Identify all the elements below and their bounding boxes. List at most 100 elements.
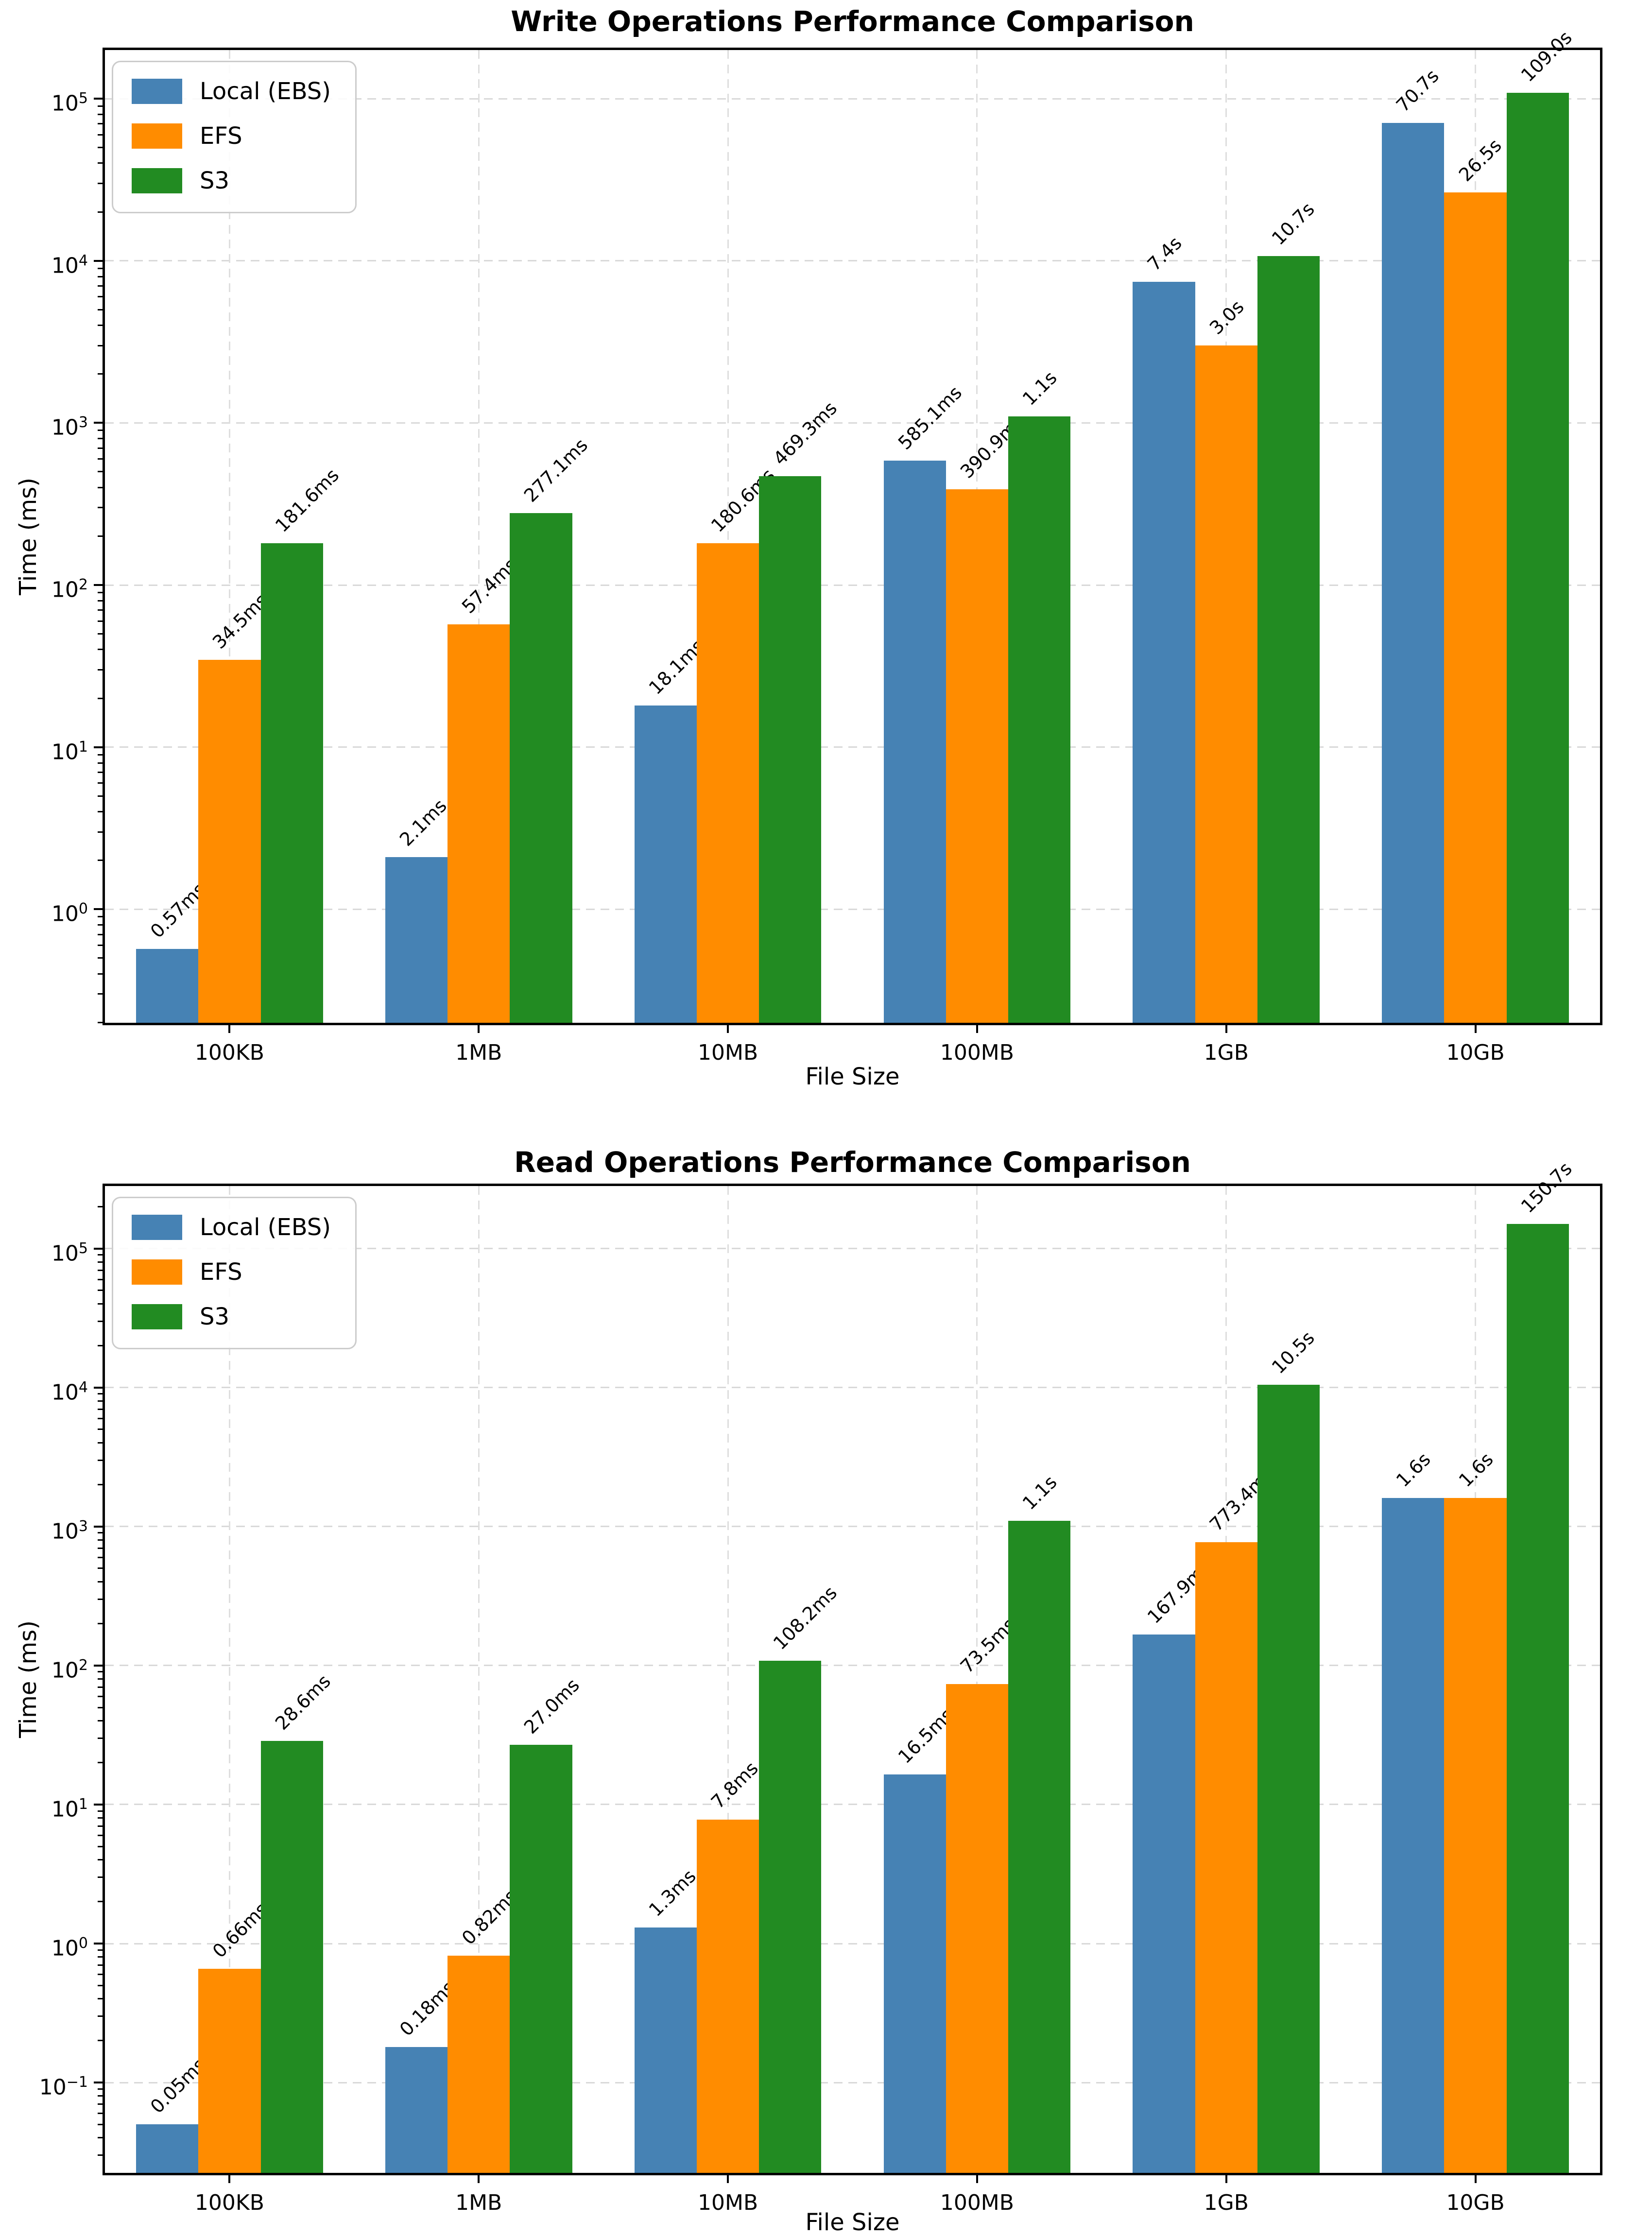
x-major-tick <box>976 1025 978 1033</box>
x-tick-label: 100MB <box>940 1040 1014 1065</box>
legend-item-efs: EFS <box>132 123 331 149</box>
legend-swatch-s3 <box>132 168 182 193</box>
y-minor-tick <box>98 1956 103 1958</box>
bar-local-ebs <box>883 461 946 1023</box>
legend-item-local-ebs: Local (EBS) <box>132 79 331 104</box>
y-minor-tick <box>98 2015 103 2017</box>
y-minor-tick <box>98 134 103 136</box>
bar-value-text: 10.7s <box>1267 198 1319 249</box>
y-minor-tick <box>98 1484 103 1486</box>
bar-value-text: 1.6s <box>1454 1448 1497 1492</box>
y-minor-tick <box>98 1345 103 1347</box>
legend-label: S3 <box>200 1303 230 1330</box>
y-minor-tick <box>98 771 103 773</box>
write-chart-title: Write Operations Performance Comparison <box>511 5 1194 38</box>
y-major-tick <box>94 1247 103 1250</box>
y-minor-tick <box>98 1547 103 1549</box>
y-minor-tick <box>98 2095 103 2097</box>
bar-local-ebs <box>136 948 199 1023</box>
bar-local-ebs <box>1133 1634 1195 2173</box>
y-minor-tick <box>98 1834 103 1836</box>
y-minor-tick <box>98 373 103 375</box>
bar-value-text: 27.0ms <box>520 1674 584 1738</box>
y-minor-tick <box>98 285 103 287</box>
y-minor-tick <box>98 1261 103 1263</box>
read-y-axis-label: Time (ms) <box>15 1620 42 1738</box>
y-gridline <box>105 1248 1600 1250</box>
legend: Local (EBS) EFS S3 <box>112 1197 357 1349</box>
legend-label: EFS <box>200 122 242 150</box>
x-major-tick <box>228 2175 231 2183</box>
bar-s3 <box>260 1741 323 2173</box>
y-minor-tick <box>98 1686 103 1688</box>
legend-item-s3: S3 <box>132 1304 331 1329</box>
legend-swatch-s3 <box>132 1304 182 1329</box>
y-minor-tick <box>98 267 103 269</box>
y-minor-tick <box>98 1876 103 1878</box>
bar-s3 <box>1506 92 1569 1023</box>
y-minor-tick <box>98 113 103 115</box>
x-gridline <box>976 1186 978 2173</box>
bar-efs <box>696 1819 759 2173</box>
y-minor-tick <box>98 633 103 635</box>
y-minor-tick <box>98 1400 103 1402</box>
legend-swatch-local-ebs <box>132 79 182 104</box>
y-gridline <box>105 1665 1600 1667</box>
y-minor-tick <box>98 309 103 310</box>
y-tick-label: 103 <box>51 1517 88 1544</box>
legend-label: Local (EBS) <box>200 1214 331 1241</box>
y-gridline <box>105 584 1600 586</box>
bar-s3 <box>759 1661 822 2173</box>
y-minor-tick <box>98 1678 103 1680</box>
y-minor-tick <box>98 1810 103 1812</box>
y-gridline <box>105 422 1600 424</box>
y-minor-tick <box>98 2088 103 2090</box>
y-gridline <box>105 746 1600 748</box>
y-minor-tick <box>98 649 103 651</box>
bar-local-ebs <box>385 857 448 1023</box>
y-minor-tick <box>98 1428 103 1430</box>
y-minor-tick <box>98 1817 103 1819</box>
y-major-tick <box>94 584 103 586</box>
y-minor-tick <box>98 1581 103 1583</box>
x-tick-label: 1MB <box>455 2190 502 2215</box>
y-major-tick <box>94 259 103 262</box>
y-minor-tick <box>98 430 103 431</box>
y-tick-label: 10−1 <box>39 2074 88 2100</box>
y-minor-tick <box>98 944 103 946</box>
y-gridline <box>105 1387 1600 1389</box>
bar-local-ebs <box>1382 123 1445 1023</box>
bar-local-ebs <box>136 2124 199 2173</box>
x-tick-label: 100MB <box>940 2190 1014 2215</box>
bar-efs <box>447 1955 510 2173</box>
y-tick-label: 105 <box>51 1239 88 1266</box>
read-plot-area: 10−1 100 101 102 103 104 105 100KB 1MB 10MB 100MB 1… <box>39 1158 1602 2215</box>
y-tick-label: 100 <box>51 900 88 927</box>
legend-item-s3: S3 <box>132 168 331 193</box>
x-major-tick <box>1225 1025 1227 1033</box>
bar-s3 <box>1008 416 1071 1023</box>
legend-swatch-efs <box>132 123 182 149</box>
y-minor-tick <box>98 1532 103 1534</box>
y-minor-tick <box>98 1671 103 1673</box>
y-tick-label: 105 <box>51 90 88 116</box>
y-minor-tick <box>98 183 103 185</box>
y-minor-tick <box>98 1254 103 1256</box>
bar-s3 <box>510 1744 572 2173</box>
y-minor-tick <box>98 669 103 671</box>
x-major-tick <box>1225 2175 1227 2183</box>
y-gridline <box>105 2082 1600 2083</box>
y-minor-tick <box>98 535 103 537</box>
y-minor-tick <box>98 1408 103 1410</box>
legend-label: Local (EBS) <box>200 78 331 105</box>
x-tick-label: 1GB <box>1204 1040 1249 1065</box>
x-gridline <box>228 50 230 1023</box>
write-chart-section: Write Operations Performance Comparison … <box>0 0 1652 1118</box>
y-minor-tick <box>98 2154 103 2156</box>
y-minor-tick <box>98 1964 103 1966</box>
x-gridline <box>727 1186 729 2173</box>
x-tick-label: 100KB <box>194 1040 264 1065</box>
bar-local-ebs <box>883 1774 946 2173</box>
y-minor-tick <box>98 147 103 149</box>
y-minor-tick <box>98 782 103 784</box>
